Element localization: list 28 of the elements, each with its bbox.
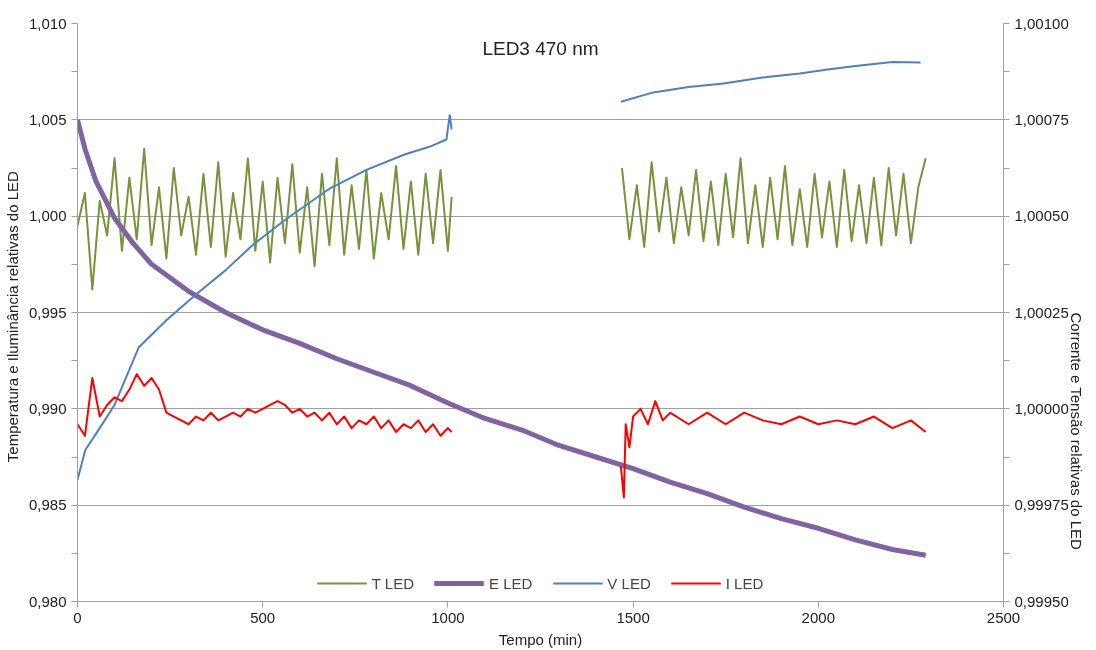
- x-tick-label: 2500: [986, 608, 1021, 626]
- x-tick-label: 500: [250, 608, 276, 626]
- y2-tick-label: 1,00075: [1014, 110, 1069, 128]
- y-axis-title: Temperatura e Iluminância relativas do LED: [3, 171, 21, 463]
- legend-label: E LED: [489, 574, 533, 592]
- y-tick-label: 1,000: [28, 207, 67, 225]
- y2-tick-label: 1,00050: [1014, 207, 1069, 225]
- legend-label: I LED: [725, 574, 764, 592]
- y2-tick-label: 0,99975: [1014, 496, 1069, 514]
- y-tick-label: 0,990: [28, 399, 67, 417]
- text: LED3 470 nm: [482, 37, 599, 59]
- y2-tick-label: 1,00000: [1014, 399, 1069, 417]
- y2-tick-label: 1,00025: [1014, 303, 1069, 321]
- x-tick-label: 2000: [801, 608, 835, 626]
- x-tick-label: 1000: [431, 608, 465, 626]
- y2-tick-label: 1,00100: [1014, 14, 1069, 32]
- legend-label: T LED: [371, 574, 415, 592]
- y-tick-label: 0,985: [28, 496, 67, 514]
- y-tick-label: 0,980: [28, 592, 67, 610]
- legend-label: V LED: [607, 574, 651, 592]
- y-tick-label: 1,005: [28, 110, 67, 128]
- y-tick-label: 0,995: [28, 303, 67, 321]
- y2-axis-title: Corrente e Tensão relativas do LED: [1068, 312, 1086, 551]
- y2-tick-label: 0,99950: [1014, 592, 1069, 610]
- x-tick-label: 1500: [616, 608, 650, 626]
- y-tick-label: 1,010: [28, 14, 67, 32]
- x-axis-title: Tempo (min): [498, 630, 583, 648]
- x-tick-label: 0: [73, 608, 82, 626]
